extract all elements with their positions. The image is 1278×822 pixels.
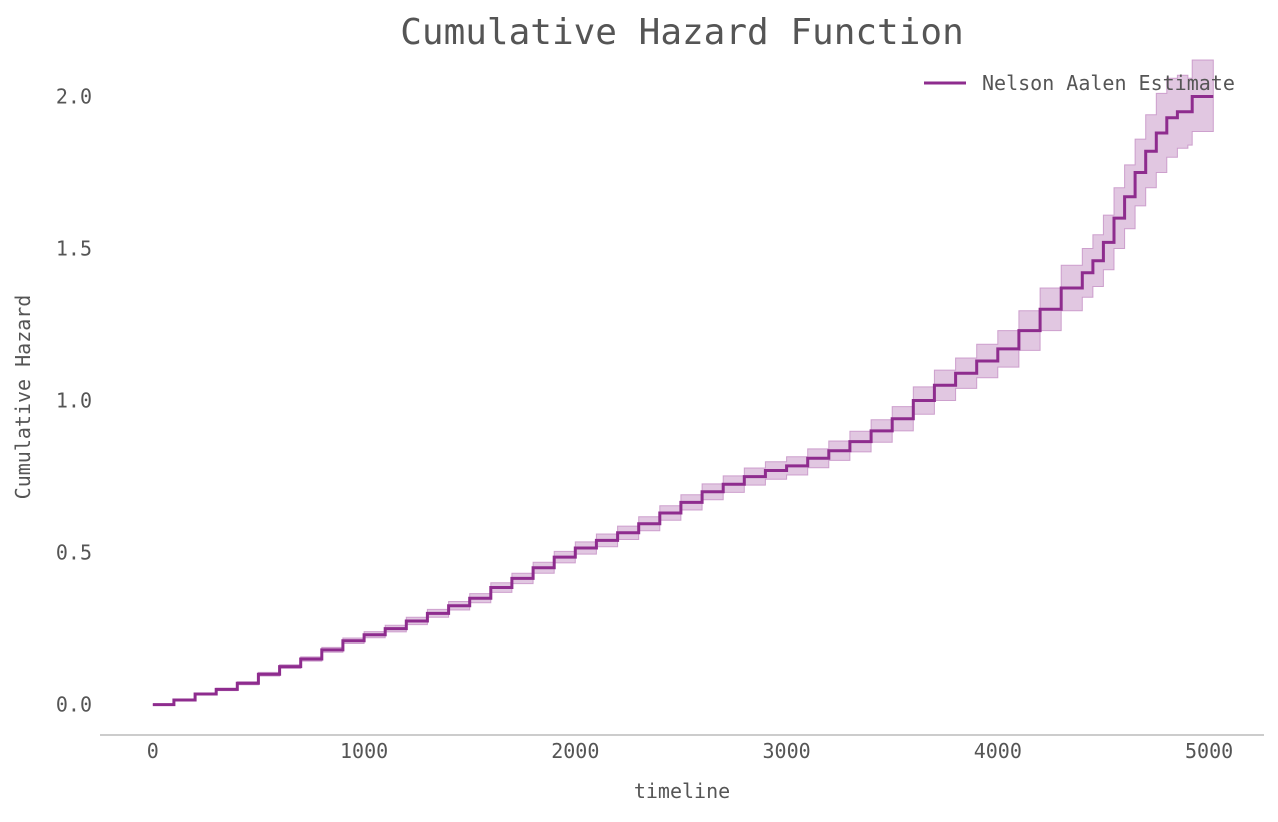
y-tick-label: 1.5 <box>56 237 92 261</box>
x-tick-label: 2000 <box>551 739 599 763</box>
y-tick-label: 0.5 <box>56 541 92 565</box>
x-tick-label: 4000 <box>974 739 1022 763</box>
series-line-nelson-aalen <box>152 95 1214 707</box>
x-tick-label: 1000 <box>340 739 388 763</box>
y-tick-label: 2.0 <box>56 85 92 109</box>
plot-area <box>152 59 1214 707</box>
y-tick-label: 0.0 <box>56 693 92 717</box>
x-tick-label: 3000 <box>763 739 811 763</box>
legend: Nelson Aalen Estimate <box>924 71 1235 95</box>
x-tick-label: 0 <box>147 739 159 763</box>
y-axis-label: Cumulative Hazard <box>11 295 35 500</box>
x-axis-label: timeline <box>634 779 730 803</box>
y-tick-label: 1.0 <box>56 389 92 413</box>
confidence-band <box>152 59 1214 706</box>
x-tick-label: 5000 <box>1185 739 1233 763</box>
x-axis-ticks: 0 1000 2000 3000 4000 5000 <box>147 739 1233 763</box>
legend-label: Nelson Aalen Estimate <box>982 71 1235 95</box>
chart-title: Cumulative Hazard Function <box>400 12 964 53</box>
y-axis-ticks: 0.0 0.5 1.0 1.5 2.0 <box>56 85 92 717</box>
